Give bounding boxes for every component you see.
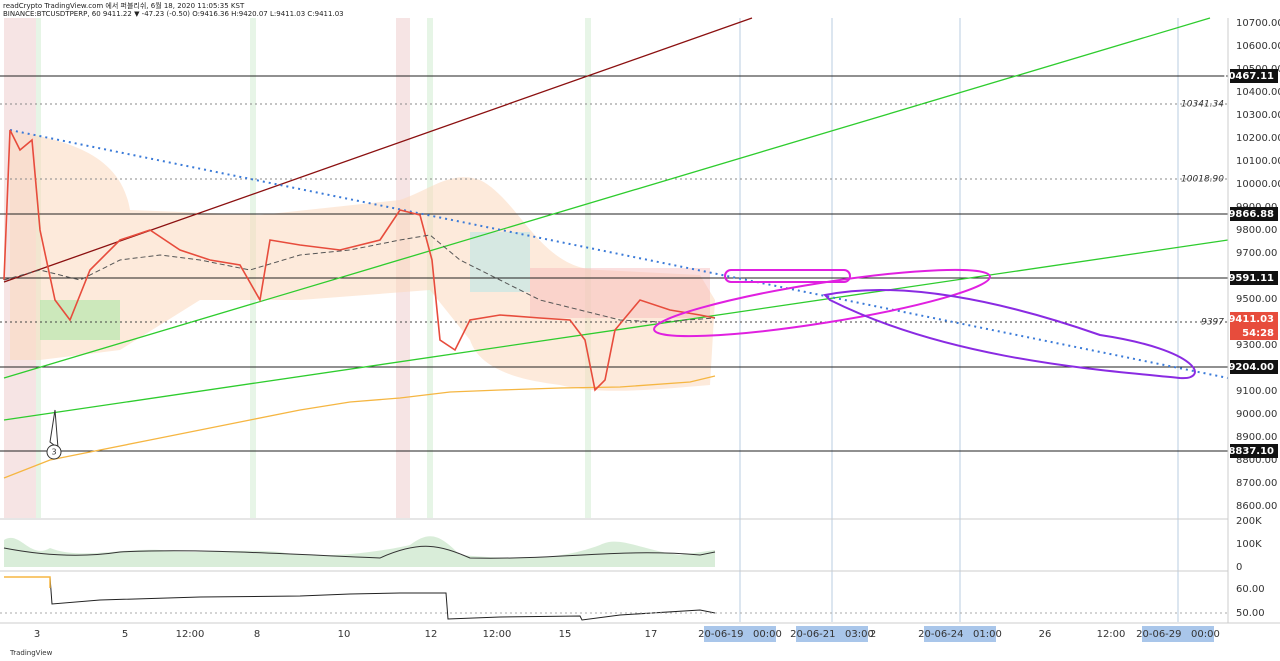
time-label: 12:00 — [483, 629, 512, 640]
price-tag — [1230, 444, 1278, 458]
price-line — [3, 129, 716, 392]
price-label: 9300.00 — [1236, 340, 1277, 351]
price-label: 9500.00 — [1236, 294, 1277, 305]
indicator-label: 50.00 — [1236, 608, 1265, 619]
volume-label: 100K — [1236, 539, 1262, 550]
price-label: 9800.00 — [1236, 225, 1277, 236]
price-tag — [1230, 271, 1278, 285]
price-label: 9700.00 — [1236, 248, 1277, 259]
trend-line — [3, 17, 1211, 379]
footer-logo: TradingView — [9, 649, 53, 657]
volume-label: 0 — [1236, 562, 1242, 573]
cloud-box — [40, 300, 120, 340]
cloud-box — [530, 268, 710, 318]
time-label: 12:00 — [1097, 629, 1126, 640]
date-tag-label: 20-06-19 00:00 — [698, 629, 782, 640]
price-label: 10100.00 — [1236, 156, 1280, 167]
time-label: 3 — [34, 629, 40, 640]
price-tag-label: 9204.00 — [1228, 362, 1274, 373]
time-label: 12:00 — [176, 629, 205, 640]
price-tag — [1230, 326, 1278, 340]
price-label: 8700.00 — [1236, 478, 1277, 489]
price-label: 10300.00 — [1236, 110, 1280, 121]
date-tag-label: 20-06-24 01:00 — [918, 629, 1002, 640]
date-lines — [739, 18, 1179, 622]
date-tag — [796, 626, 868, 642]
price-tag — [1230, 312, 1278, 326]
level-lines — [0, 75, 1228, 452]
ma-line — [3, 234, 716, 323]
price-tag-label: 54:28 — [1242, 328, 1274, 339]
time-label: 10 — [338, 629, 351, 640]
volume-area — [4, 536, 715, 567]
indicator-line — [4, 576, 716, 621]
price-label: 10600.00 — [1236, 41, 1280, 52]
price-label: 10700.00 — [1236, 18, 1280, 29]
price-tag-label: 10467.11 — [1221, 71, 1274, 82]
price-tag-label: 9411.03 — [1228, 314, 1274, 325]
cloud-box — [470, 232, 530, 292]
price-label: 8800.00 — [1236, 455, 1277, 466]
price-tag-label: 9591.11 — [1228, 273, 1274, 284]
time-label: 12 — [425, 629, 438, 640]
time-label: 17 — [645, 629, 658, 640]
line-label: 10341.34 — [1181, 100, 1224, 110]
symbol-line: BINANCE:BTCUSDTPERP, 60 9411.22 ▼ -47.23… — [3, 10, 344, 18]
price-label: 8600.00 — [1236, 501, 1277, 512]
date-tag — [1142, 626, 1214, 642]
trend-line — [3, 17, 753, 283]
indicator-line — [4, 576, 51, 588]
date-tag-label: 20-06-29 00:00 — [1136, 629, 1220, 640]
price-label: 10200.00 — [1236, 133, 1280, 144]
time-label: 26 — [1039, 629, 1052, 640]
price-tag — [1230, 69, 1278, 83]
step-line — [3, 375, 716, 479]
marker-badge — [46, 444, 62, 460]
price-tag — [1230, 207, 1278, 221]
marker-label: 3 — [51, 448, 56, 457]
marker-shape — [49, 409, 59, 450]
volume-label: 200K — [1236, 516, 1262, 527]
time-label: 15 — [559, 629, 572, 640]
price-tag — [1230, 360, 1278, 374]
time-label: 8 — [254, 629, 260, 640]
line-label: 9397 — [1201, 318, 1224, 328]
date-tag — [924, 626, 996, 642]
time-label: 2 — [870, 629, 876, 640]
annotations — [653, 268, 1196, 380]
publisher-line: readCrypto TradingView.com 에서 퍼블리쉬, 6월 1… — [3, 2, 245, 10]
price-label: 10000.00 — [1236, 179, 1280, 190]
cloud — [10, 130, 715, 391]
price-label: 9100.00 — [1236, 386, 1277, 397]
price-label: 9000.00 — [1236, 409, 1277, 420]
price-label: 10400.00 — [1236, 87, 1280, 98]
price-label: 8900.00 — [1236, 432, 1277, 443]
volume-ma — [3, 545, 716, 559]
time-label: 5 — [122, 629, 128, 640]
date-tag-label: 20-06-21 03:00 — [790, 629, 874, 640]
indicator-label: 60.00 — [1236, 584, 1265, 595]
date-tag — [704, 626, 776, 642]
price-tag-label: 8837.10 — [1228, 446, 1274, 457]
line-label: 10018.90 — [1181, 175, 1224, 185]
price-tag-label: 9866.88 — [1228, 209, 1274, 220]
